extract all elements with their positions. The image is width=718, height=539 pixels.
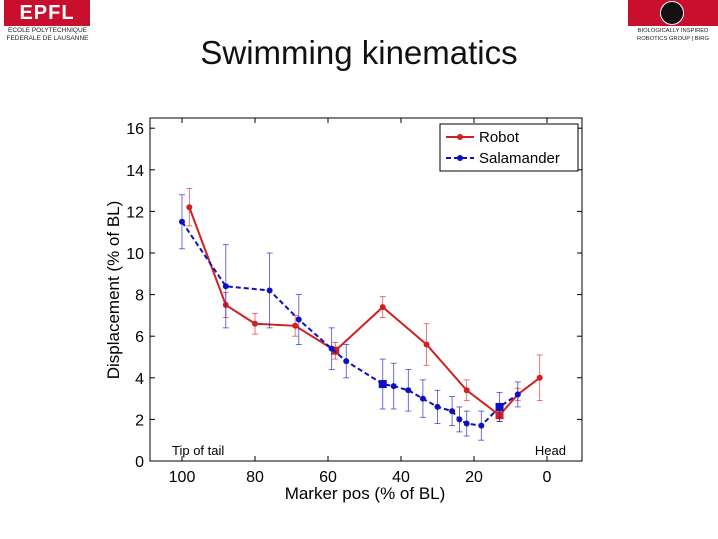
y-tick-label: 0 [135, 454, 144, 471]
legend-label-salamander: Salamander [479, 150, 560, 167]
y-tick-label: 16 [126, 121, 144, 138]
salamander-point [478, 422, 485, 429]
birg-logo-line1: BIOLOGICALLY INSPIRED [637, 28, 709, 34]
salamander-point [266, 287, 273, 294]
x-tick-label: 60 [319, 469, 337, 486]
salamander-point [343, 358, 350, 365]
salamander-point [449, 408, 456, 415]
y-tick-label: 14 [126, 163, 144, 180]
birg-logo-mark [628, 0, 718, 26]
epfl-logo-line2: FÉDÉRALE DE LAUSANNE [6, 35, 89, 42]
y-axis-label: Displacement (% of BL) [104, 201, 123, 380]
salamander-emblem-icon [660, 1, 684, 25]
page-title: Swimming kinematics [200, 34, 518, 71]
salamander-point [463, 420, 470, 427]
robot-point [292, 322, 299, 329]
salamander-point [179, 218, 185, 225]
epfl-logo: EPFL ÉCOLE POLYTECHNIQUE FÉDÉRALE DE LAU… [0, 0, 95, 46]
salamander-point [222, 283, 229, 290]
x-tick-label: 100 [169, 469, 196, 486]
birg-logo-line2: ROBOTICS GROUP | BIRG [637, 36, 709, 42]
salamander-point [328, 345, 335, 352]
y-tick-label: 12 [126, 204, 144, 221]
robot-point [252, 320, 258, 327]
birg-logo: BIOLOGICALLY INSPIRED ROBOTICS GROUP | B… [628, 0, 718, 46]
robot-point [423, 341, 430, 348]
salamander-square-marker [495, 402, 504, 411]
plot-frame [149, 117, 583, 462]
x-tick-label: 0 [543, 469, 552, 486]
robot-point [536, 374, 543, 381]
annotation-head: Head [535, 443, 566, 458]
robot-point [186, 204, 193, 211]
robot-series-line [188, 206, 541, 417]
y-tick-label: 6 [135, 329, 144, 346]
salamander-square-marker [378, 380, 387, 389]
legend-label-robot: Robot [479, 129, 520, 146]
x-tick-label: 20 [465, 469, 483, 486]
y-tick-label: 8 [135, 288, 144, 305]
series-layer [179, 188, 543, 441]
y-tick-label: 10 [126, 246, 144, 263]
legend-box [439, 123, 579, 172]
salamander-point [456, 416, 463, 423]
axes: 0 2 4 6 8 10 12 14 16 100 80 60 40 20 0 [126, 118, 582, 486]
salamander-point [434, 403, 441, 410]
y-tick-label: 2 [135, 412, 144, 429]
salamander-point [405, 387, 412, 394]
legend: Robot Salamander [439, 123, 579, 172]
epfl-logo-word: EPFL [4, 0, 90, 26]
robot-point [463, 387, 470, 394]
epfl-logo-line1: ÉCOLE POLYTECHNIQUE [8, 27, 87, 34]
salamander-point [295, 316, 302, 323]
legend-marker-robot [457, 134, 463, 140]
salamander-point [419, 395, 426, 402]
salamander-point [514, 391, 521, 398]
salamander-point [390, 383, 397, 390]
robot-point [379, 304, 386, 311]
salamander-series-line [181, 221, 519, 427]
x-axis-label: Marker pos (% of BL) [285, 484, 446, 503]
x-tick-label: 80 [246, 469, 264, 486]
legend-marker-salamander [457, 155, 463, 161]
x-tick-label: 40 [392, 469, 410, 486]
annotation-tip-of-tail: Tip of tail [172, 443, 224, 458]
y-tick-label: 4 [135, 371, 144, 388]
